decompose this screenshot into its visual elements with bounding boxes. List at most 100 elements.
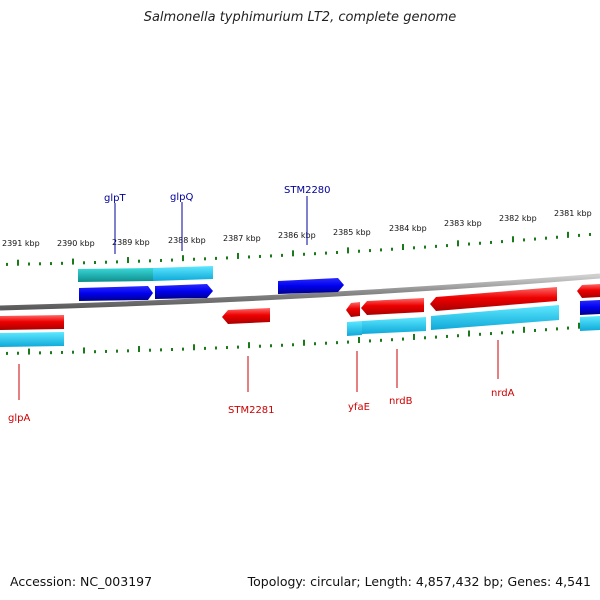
scale-tick-forward	[457, 240, 459, 247]
scale-tick-reverse	[457, 334, 459, 338]
scale-tick-reverse	[149, 348, 151, 352]
forward-gene-labels: glpT glpQ STM2280	[104, 185, 331, 204]
scale-tick-reverse	[270, 344, 272, 348]
scale-tick-reverse	[50, 351, 52, 355]
scale-tick-reverse	[105, 349, 107, 353]
forward-gene-STM2280[interactable]	[278, 278, 344, 294]
scale-tick-reverse	[523, 326, 525, 333]
scale-tick-reverse	[160, 348, 162, 352]
scale-tick-reverse	[215, 346, 217, 350]
scale-tick-forward	[270, 254, 272, 258]
reverse-gene-labels: glpA STM2281 yfaE nrdB nrdA	[8, 388, 515, 424]
scale-tick-reverse	[237, 345, 239, 349]
scale-tick-forward	[402, 244, 404, 251]
scale-tick-forward	[512, 236, 514, 243]
reverse-gene-STM2281[interactable]	[222, 308, 270, 324]
scale-tick-reverse	[61, 350, 63, 354]
scale-labels: 2391 kbp 2390 kbp 2389 kbp 2388 kbp 2387…	[2, 209, 592, 248]
scale-tick-forward	[479, 241, 481, 245]
scale-label: 2383 kbp	[444, 219, 482, 228]
scale-tick-forward	[237, 252, 239, 259]
scale-tick-reverse	[116, 349, 118, 353]
scale-tick-reverse	[6, 351, 8, 355]
scale-tick-reverse	[171, 348, 173, 352]
scale-tick-forward	[347, 247, 349, 254]
scale-tick-reverse	[281, 343, 283, 347]
scale-tick-forward	[160, 258, 162, 262]
scale-label: 2387 kbp	[223, 234, 261, 243]
forward-gene-glpT[interactable]	[79, 286, 153, 301]
scale-tick-forward	[50, 262, 52, 266]
forward-cds-bar-glpQ[interactable]	[153, 266, 213, 281]
scale-tick-reverse	[303, 339, 305, 346]
scale-tick-reverse	[72, 350, 74, 354]
gene-label-yfaE[interactable]: yfaE	[348, 402, 370, 413]
reverse-gene-nrdB[interactable]	[361, 298, 424, 315]
scale-tick-reverse	[182, 347, 184, 351]
forward-gene-glpQ[interactable]	[155, 284, 213, 299]
scale-tick-forward	[248, 255, 250, 259]
scale-tick-forward	[589, 232, 591, 236]
reverse-gene-edge[interactable]	[577, 284, 600, 298]
genome-summary: Topology: circular; Length: 4,857,432 bp…	[247, 574, 591, 589]
reverse-cds-bar-nrdB[interactable]	[362, 317, 426, 334]
scale-tick-forward	[358, 249, 360, 253]
scale-tick-forward	[83, 261, 85, 265]
scale-tick-reverse	[556, 327, 558, 331]
forward-gene-edge[interactable]	[580, 300, 600, 315]
scale-tick-forward	[413, 246, 415, 250]
scale-tick-reverse	[578, 322, 580, 329]
scale-tick-reverse	[501, 331, 503, 335]
scale-tick-reverse	[490, 332, 492, 336]
reverse-cds-bar-glpA[interactable]	[0, 332, 64, 347]
scale-tick-forward	[105, 260, 107, 264]
scale-tick-reverse	[336, 341, 338, 345]
scale-tick-forward	[567, 231, 569, 238]
scale-tick-reverse	[325, 341, 327, 345]
scale-tick-forward	[193, 257, 195, 261]
scale-tick-forward	[39, 262, 41, 266]
scale-tick-reverse	[17, 351, 19, 355]
scale-label: 2382 kbp	[499, 214, 537, 223]
forward-cds-bar-glpT[interactable]	[78, 268, 153, 282]
reverse-gene-glpA[interactable]	[0, 315, 64, 330]
scale-tick-forward	[171, 258, 173, 262]
reverse-cds-bar-yfaE[interactable]	[347, 321, 362, 336]
scale-label: 2391 kbp	[2, 239, 40, 248]
scale-tick-forward	[380, 248, 382, 252]
scale-tick-forward	[435, 244, 437, 248]
scale-tick-reverse	[545, 328, 547, 332]
scale-tick-forward	[72, 258, 74, 265]
gene-label-STM2281[interactable]: STM2281	[228, 405, 275, 416]
scale-tick-reverse	[127, 349, 129, 353]
scale-tick-forward	[369, 249, 371, 253]
scale-tick-forward	[116, 260, 118, 264]
gene-label-glpT[interactable]: glpT	[104, 193, 126, 204]
scale-tick-reverse	[259, 344, 261, 348]
gene-label-STM2280[interactable]: STM2280	[284, 185, 331, 196]
scale-tick-forward	[6, 262, 8, 266]
reverse-gene-nrdA[interactable]	[430, 287, 557, 311]
scale-tick-forward	[501, 240, 503, 244]
scale-tick-forward	[94, 261, 96, 265]
gene-label-glpA[interactable]: glpA	[8, 413, 30, 424]
scale-tick-reverse	[248, 342, 250, 349]
scale-tick-reverse	[358, 337, 360, 344]
scale-tick-forward	[545, 236, 547, 240]
scale-tick-reverse	[83, 347, 85, 354]
reverse-gene-yfaE[interactable]	[346, 302, 360, 317]
scale-tick-reverse	[193, 344, 195, 351]
reverse-cds-bar-edge[interactable]	[580, 316, 600, 331]
genome-backbone	[0, 273, 600, 311]
gene-label-nrdA[interactable]: nrdA	[491, 388, 515, 399]
scale-tick-forward	[336, 250, 338, 254]
gene-label-nrdB[interactable]: nrdB	[389, 396, 413, 407]
reverse-cds-bar-nrdA[interactable]	[431, 305, 559, 330]
scale-label: 2388 kbp	[168, 236, 206, 245]
scale-tick-reverse	[424, 336, 426, 340]
scale-tick-forward	[424, 245, 426, 249]
gene-label-glpQ[interactable]: glpQ	[170, 192, 193, 203]
scale-tick-reverse	[567, 326, 569, 330]
